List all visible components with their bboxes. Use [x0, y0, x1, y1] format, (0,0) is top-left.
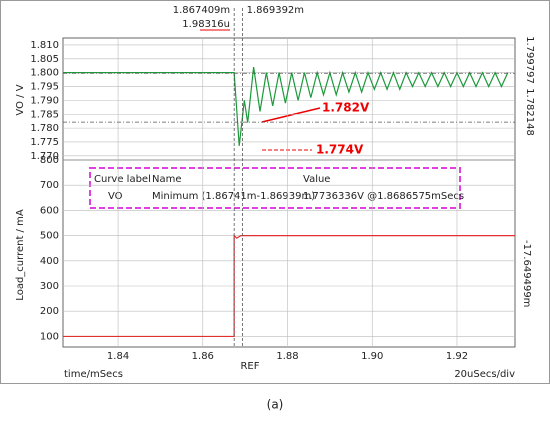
caption: (a) [267, 398, 284, 412]
annotation: 1.774V [316, 143, 364, 157]
cursor-label: 1.782148 [524, 88, 535, 136]
ref-label: REF [240, 361, 259, 372]
y-tick-label: 1.810 [30, 40, 59, 51]
y-tick-label: 300 [40, 281, 59, 292]
cursor-delta: 1.98316u [182, 19, 230, 30]
y-tick-label: 700 [40, 180, 59, 191]
table-box [89, 167, 461, 209]
table-cell: Minimum (1.86741m-1.86939m) [152, 191, 315, 202]
y-tick-label: 1.770 [30, 151, 59, 162]
y-tick-label: 200 [40, 306, 59, 317]
y-tick-label: 1.785 [30, 109, 59, 120]
x-tick-label: 1.84 [107, 351, 129, 362]
table-cell: VO [108, 191, 123, 202]
y-label: VO / V [15, 84, 26, 115]
y-tick-label: 1.780 [30, 123, 59, 134]
y-tick-label: 500 [40, 231, 59, 242]
y-tick-label: 1.795 [30, 82, 59, 93]
annotation: 1.782V [322, 101, 370, 115]
cursor-delta: -17.649499m [521, 240, 532, 307]
x-tick-label: 1.88 [276, 351, 298, 362]
cursor-label: 1.867409m [173, 5, 230, 16]
y-tick-label: 1.800 [30, 68, 59, 79]
x-label: time/mSecs [64, 369, 123, 380]
x-tick-label: 1.90 [361, 351, 383, 362]
y-tick-label: 100 [40, 331, 59, 342]
x-div: 20uSecs/div [454, 369, 515, 380]
arrow [261, 107, 321, 123]
y-label: Load_current / mA [15, 209, 26, 301]
y-tick-label: 1.805 [30, 54, 59, 65]
y-tick-label: 800 [40, 155, 59, 166]
x-tick-label: 1.86 [192, 351, 214, 362]
y-tick-label: 600 [40, 205, 59, 216]
series-line [63, 234, 515, 338]
legend-table: Curve label Name Value VO Minimum (1.867… [89, 167, 464, 209]
series-line [63, 67, 509, 146]
table-header: Value [303, 174, 330, 185]
table-header: Curve label [94, 174, 151, 185]
cursor-label: 1.869392m [247, 5, 304, 16]
x-tick-label: 1.92 [446, 351, 468, 362]
y-tick-label: 400 [40, 256, 59, 267]
cursor-label: 1.799797 [524, 36, 535, 84]
y-tick-label: 1.790 [30, 95, 59, 106]
y-tick-label: 1.775 [30, 137, 59, 148]
table-cell: 1.7736336V @1.8686575mSecs [303, 191, 464, 202]
table-header: Name [152, 174, 182, 185]
